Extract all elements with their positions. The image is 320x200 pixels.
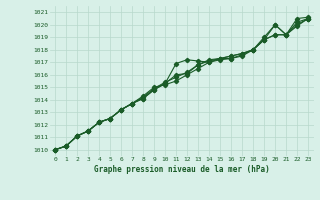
X-axis label: Graphe pression niveau de la mer (hPa): Graphe pression niveau de la mer (hPa): [94, 165, 269, 174]
